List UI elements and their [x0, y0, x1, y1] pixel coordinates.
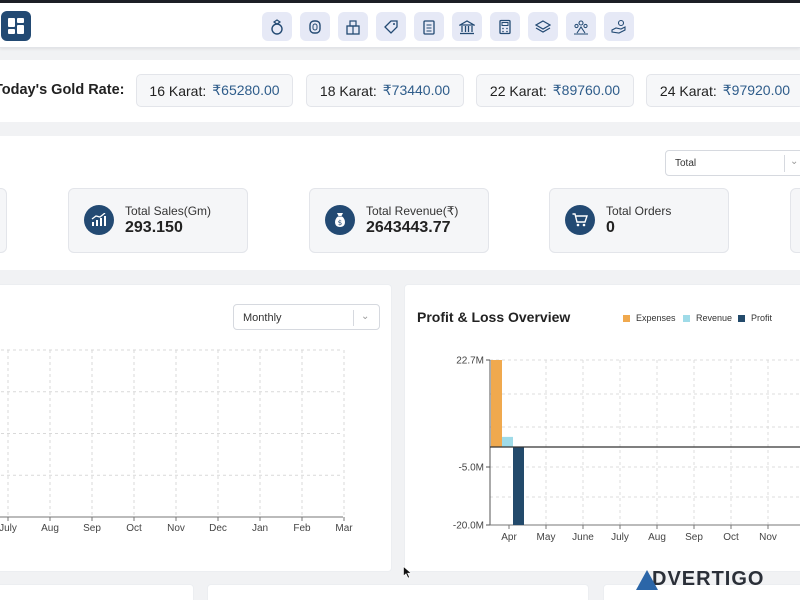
- stat-value: 0: [606, 219, 615, 236]
- stat-label: Total Orders: [606, 204, 672, 218]
- legend-item-revenue[interactable]: Revenue: [683, 313, 732, 323]
- hand-coin-icon[interactable]: [604, 12, 634, 41]
- x-tick-label: Nov: [167, 523, 185, 534]
- rate-label: 24 Karat:: [659, 82, 717, 99]
- stat-card-total-sales: Total Sales(Gm) 293.150: [68, 188, 248, 253]
- legend-swatch: [738, 314, 745, 322]
- rate-label: 18 Karat:: [319, 82, 377, 99]
- legend-item-expenses[interactable]: Expenses: [623, 313, 676, 323]
- stat-label: Total Revenue(₹): [366, 204, 459, 218]
- bar-profit: [513, 447, 524, 525]
- rate-16k: 16 Karat: ₹65280.00: [136, 74, 293, 107]
- top-navbar: [0, 0, 800, 48]
- gold-rate-bar: Today's Gold Rate: 16 Karat: ₹65280.00 1…: [0, 60, 800, 122]
- y-tick-label: -20.0M: [453, 521, 484, 532]
- y-tick-label: 22.7M: [456, 356, 484, 367]
- legend-item-profit[interactable]: Profit: [738, 313, 772, 323]
- watermark-text: DVERTIGO: [652, 568, 765, 590]
- x-tick-label: Jan: [252, 523, 268, 534]
- x-tick-label: Aug: [648, 532, 666, 543]
- profit-loss-panel: [404, 284, 800, 572]
- rate-18k: 18 Karat: ₹73440.00: [306, 74, 464, 107]
- legend-label: Revenue: [696, 313, 733, 323]
- select-divider: [353, 310, 354, 326]
- gold-rate-title: Today's Gold Rate:: [0, 82, 125, 98]
- x-tick-label: Apr: [501, 532, 517, 543]
- bar-revenue: [502, 436, 513, 447]
- stat-card-partial: [790, 188, 800, 253]
- profit-loss-title: Profit & Loss Overview: [417, 309, 571, 325]
- stat-value: 293.150: [125, 219, 183, 236]
- x-tick-label: Sep: [685, 532, 703, 543]
- period-filter-select[interactable]: Total ⌄: [665, 150, 800, 176]
- x-tick-label: June: [572, 532, 594, 543]
- bottom-card: [0, 584, 194, 600]
- mouse-cursor-icon: [403, 566, 412, 579]
- bar-chart-icon: [84, 205, 114, 235]
- stat-label: Total Sales(Gm): [125, 204, 212, 218]
- rate-label: 16 Karat:: [149, 82, 207, 99]
- select-divider: [784, 155, 785, 172]
- x-tick-label: Dec: [209, 523, 227, 534]
- watermark-logo: DVERTIGO: [636, 568, 764, 591]
- stat-value: 2643443.77: [366, 219, 451, 236]
- legend-swatch: [683, 314, 690, 322]
- ring-icon[interactable]: [262, 12, 292, 41]
- tag-icon[interactable]: [376, 12, 406, 41]
- nav-icon-bar: [262, 12, 634, 41]
- x-tick-label: May: [537, 532, 556, 543]
- legend-label: Expenses: [636, 313, 676, 323]
- legend-swatch: [623, 314, 630, 322]
- x-tick-label: Sep: [83, 523, 101, 534]
- x-tick-label: July: [0, 523, 17, 534]
- stat-card-total-revenue: $ Total Revenue(₹) 2643443.77: [309, 188, 489, 253]
- people-icon[interactable]: [566, 12, 596, 41]
- chart-period-value: Monthly: [243, 312, 282, 324]
- watermark-triangle-icon: [636, 569, 658, 590]
- x-tick-label: Oct: [126, 523, 142, 534]
- gift-box-icon[interactable]: [338, 12, 368, 41]
- bottom-card: [207, 584, 589, 600]
- x-tick-label: July: [611, 532, 629, 543]
- x-tick-label: Aug: [41, 523, 59, 534]
- rate-value: ₹65280.00: [212, 82, 280, 98]
- svg-text:$: $: [338, 219, 342, 227]
- x-tick-label: Mar: [335, 523, 353, 534]
- clipboard-icon[interactable]: [414, 12, 444, 41]
- rate-value: ₹73440.00: [382, 82, 451, 98]
- rate-label: 22 Karat:: [489, 82, 547, 99]
- layers-icon[interactable]: [528, 12, 558, 41]
- y-tick-label: -5.0M: [458, 463, 484, 474]
- bangle-icon[interactable]: [300, 12, 330, 41]
- bar-expenses: [491, 360, 502, 447]
- money-bag-icon: $: [325, 205, 355, 235]
- rate-22k: 22 Karat: ₹89760.00: [476, 74, 634, 107]
- x-tick-label: Nov: [759, 532, 777, 543]
- chart-period-select[interactable]: Monthly ⌄: [233, 304, 380, 330]
- x-tick-label: Feb: [293, 523, 311, 534]
- rate-24k: 24 Karat: ₹97920.00: [646, 74, 800, 107]
- calculator-icon[interactable]: [490, 12, 520, 41]
- chevron-down-icon[interactable]: ⌄: [790, 156, 799, 167]
- chevron-down-icon[interactable]: ⌄: [361, 311, 370, 322]
- cart-icon: [565, 205, 595, 235]
- dashboard-logo-icon[interactable]: [1, 11, 31, 41]
- period-filter-value: Total: [675, 158, 697, 169]
- stat-card-total-orders: Total Orders 0: [549, 188, 729, 253]
- rate-value: ₹97920.00: [722, 82, 791, 98]
- legend-label: Profit: [751, 313, 773, 323]
- bank-icon[interactable]: [452, 12, 482, 41]
- sales-chart-panel: [0, 284, 392, 572]
- x-tick-label: Oct: [723, 532, 739, 543]
- rate-value: ₹89760.00: [552, 82, 621, 98]
